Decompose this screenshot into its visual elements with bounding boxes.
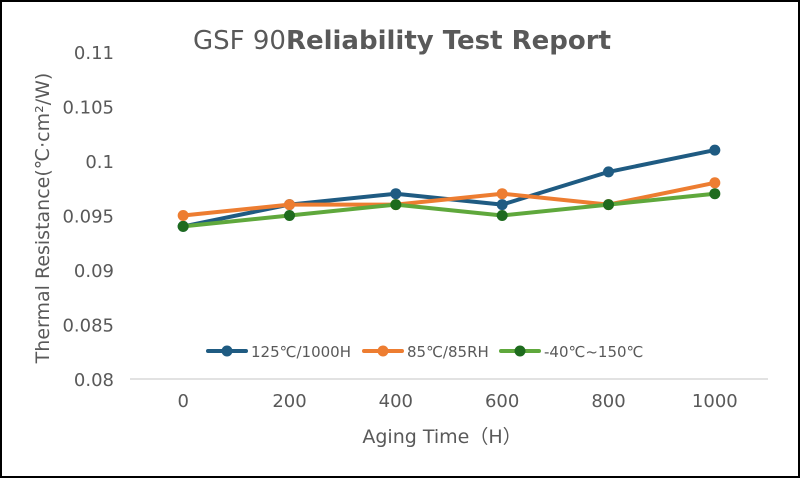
y-tick-label: 0.11 <box>74 43 114 64</box>
data-point <box>177 220 189 232</box>
data-point <box>390 188 402 200</box>
series-layer <box>177 144 721 232</box>
data-point <box>284 210 295 221</box>
x-axis-title: Aging Time（H） <box>362 426 521 448</box>
data-point <box>177 210 189 221</box>
legend-marker <box>514 345 526 357</box>
x-tick-label: 800 <box>591 391 625 412</box>
chart-title-main: Reliability Test Report <box>286 26 611 56</box>
legend-item: 85℃/85RH <box>362 343 489 361</box>
legend-label: 85℃/85RH <box>407 343 489 361</box>
data-point <box>496 188 508 200</box>
data-point <box>709 177 721 189</box>
x-tick-label: 200 <box>272 391 306 412</box>
chart-title-prefix: GSF 90 <box>193 26 286 56</box>
series-group <box>177 188 721 232</box>
series-line <box>181 191 717 229</box>
data-point <box>284 199 295 211</box>
data-point <box>603 166 614 178</box>
legend-item: -40℃~150℃ <box>499 343 643 361</box>
x-tick-label: 1000 <box>692 391 738 412</box>
data-point <box>709 188 721 200</box>
data-point <box>496 199 508 211</box>
y-axis-ticks: 0.08 0.085 0.09 0.095 0.1 0.105 0.11 <box>62 43 114 391</box>
legend-marker <box>377 345 389 357</box>
y-tick-label: 0.085 <box>62 316 114 337</box>
series-group <box>177 177 721 221</box>
y-tick-label: 0.08 <box>74 370 114 391</box>
legend-marker <box>221 345 233 357</box>
legend-label: 125℃/1000H <box>251 343 351 361</box>
data-point <box>603 199 614 211</box>
y-tick-label: 0.1 <box>85 152 114 173</box>
series-line <box>181 148 717 229</box>
chart-title: GSF 90Reliability Test Report <box>193 26 611 56</box>
legend-item: 125℃/1000H <box>206 343 351 361</box>
data-point <box>496 210 508 221</box>
data-point <box>709 144 721 156</box>
legend: 125℃/1000H 85℃/85RH -40℃~150℃ <box>206 343 643 361</box>
x-tick-label: 600 <box>485 391 519 412</box>
y-tick-label: 0.095 <box>62 207 114 228</box>
y-axis-title: Thermal Resistance(℃·cm²/W) <box>32 73 54 365</box>
y-tick-label: 0.09 <box>74 261 114 282</box>
y-tick-label: 0.105 <box>62 98 114 119</box>
x-tick-label: 0 <box>177 391 188 412</box>
legend-label: -40℃~150℃ <box>544 343 643 361</box>
data-point <box>390 199 402 211</box>
x-axis-ticks: 0 200 400 600 800 1000 <box>177 391 737 412</box>
x-tick-label: 400 <box>379 391 413 412</box>
